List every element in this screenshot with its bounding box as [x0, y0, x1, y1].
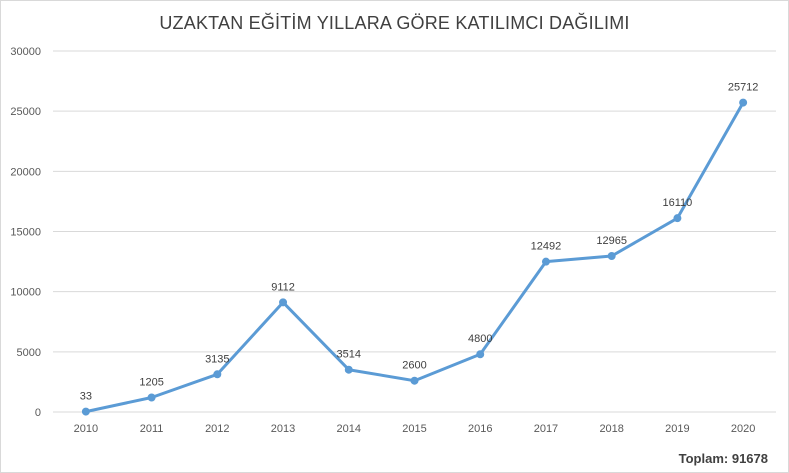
data-point [410, 376, 419, 385]
data-point [607, 251, 616, 260]
y-tick-label: 15000 [10, 227, 41, 239]
data-point [541, 257, 550, 266]
x-tick-label: 2013 [271, 423, 295, 435]
y-tick-label: 5000 [17, 347, 41, 359]
data-label: 33 [80, 391, 92, 403]
x-tick-label: 2016 [468, 423, 492, 435]
y-tick-label: 20000 [10, 166, 41, 178]
data-label: 2600 [402, 360, 426, 372]
chart-title: UZAKTAN EĞİTİM YILLARA GÖRE KATILIMCI DA… [159, 13, 630, 33]
x-tick-label: 2017 [534, 423, 558, 435]
y-tick-label: 10000 [10, 287, 41, 299]
data-label: 3135 [205, 353, 229, 365]
data-point [147, 393, 156, 402]
data-label: 12965 [596, 235, 627, 247]
y-tick-label: 30000 [10, 46, 41, 58]
x-tick-label: 2015 [402, 423, 426, 435]
data-label: 12492 [531, 241, 562, 253]
data-label: 3514 [337, 349, 361, 361]
data-label: 4800 [468, 333, 492, 345]
x-tick-label: 2010 [74, 423, 98, 435]
x-tick-label: 2019 [665, 423, 689, 435]
data-point [739, 98, 748, 107]
x-tick-label: 2020 [731, 423, 755, 435]
x-tick-label: 2014 [337, 423, 361, 435]
x-tick-label: 2018 [599, 423, 623, 435]
data-point [344, 365, 353, 374]
data-point [279, 298, 288, 307]
total-label: Toplam: [678, 451, 729, 466]
data-point [673, 214, 682, 223]
data-point [81, 407, 90, 416]
data-label: 1205 [139, 376, 163, 388]
y-tick-label: 25000 [10, 106, 41, 118]
x-tick-label: 2011 [140, 423, 164, 435]
data-point [476, 350, 485, 359]
data-label: 25712 [728, 82, 759, 94]
data-label: 9112 [271, 281, 295, 293]
total-summary: Toplam: 91678 [679, 451, 768, 466]
data-point [213, 370, 222, 379]
data-label: 16110 [663, 197, 693, 209]
x-tick-label: 2012 [205, 423, 229, 435]
y-tick-label: 0 [35, 407, 41, 419]
total-value: 91678 [731, 451, 768, 466]
